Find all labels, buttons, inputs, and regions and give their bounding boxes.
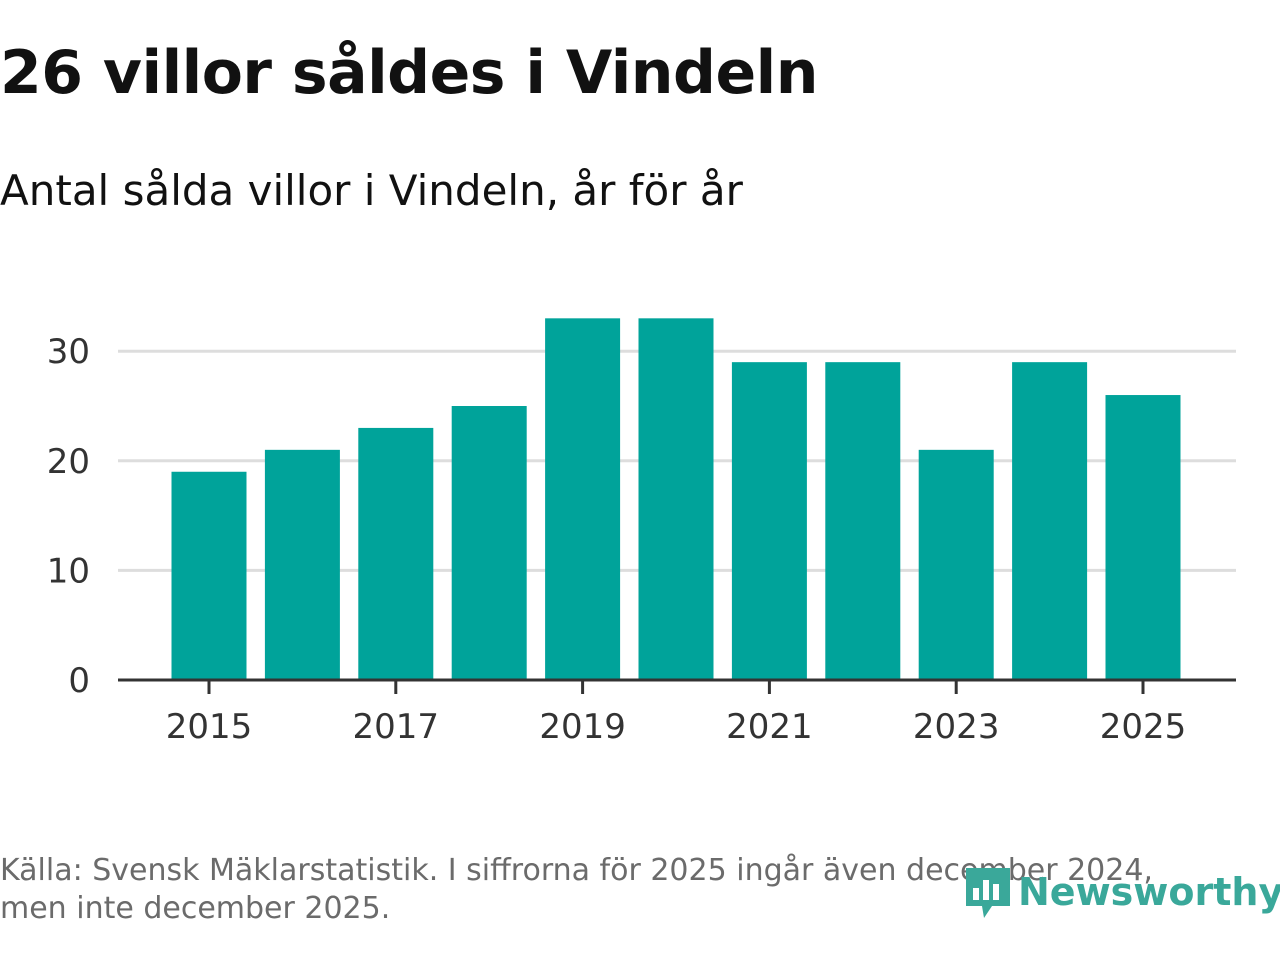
newsworthy-logo: Newsworthy xyxy=(962,862,1280,922)
newsworthy-logo-icon xyxy=(966,868,1010,918)
source-note-line-2: men inte december 2025. xyxy=(0,891,391,926)
bar-2018 xyxy=(451,406,527,680)
x-tick-label: 2021 xyxy=(726,707,813,747)
y-axis-ticks: 0 10 20 30 xyxy=(47,332,90,701)
source-note-line-1: Källa: Svensk Mäklarstatistik. I siffror… xyxy=(0,853,1153,888)
x-tick-label: 2023 xyxy=(913,707,1000,747)
y-tick-label: 20 xyxy=(47,442,90,482)
source-note: Källa: Svensk Mäklarstatistik. I siffror… xyxy=(0,852,1210,928)
bar-2022 xyxy=(825,362,901,680)
bar-chart: 0 10 20 30 2015 2017 2019 2021 2023 2025 xyxy=(47,318,1236,747)
bar-2019 xyxy=(545,318,621,680)
x-tick-label: 2019 xyxy=(539,707,626,747)
bar-2017 xyxy=(358,427,434,680)
x-tick-label: 2015 xyxy=(166,707,253,747)
bar-2020 xyxy=(638,318,714,680)
y-tick-label: 10 xyxy=(47,551,90,591)
chart-title: 26 villor såldes i Vindeln xyxy=(0,38,818,108)
x-tick-label: 2017 xyxy=(353,707,440,747)
y-tick-label: 30 xyxy=(47,332,90,372)
newsworthy-logo-text: Newsworthy xyxy=(1018,870,1280,914)
bar-2024 xyxy=(1012,362,1088,680)
chart-subtitle: Antal sålda villor i Vindeln, år för år xyxy=(0,166,743,215)
x-axis-ticks: 2015 2017 2019 2021 2023 2025 xyxy=(166,680,1187,747)
bar-2025 xyxy=(1105,395,1181,680)
bar-2023 xyxy=(918,449,994,680)
bar-2015 xyxy=(171,471,247,680)
bars xyxy=(171,318,1181,680)
bar-2021 xyxy=(731,362,807,680)
y-tick-label: 0 xyxy=(68,661,90,701)
x-tick-label: 2025 xyxy=(1100,707,1187,747)
bar-2016 xyxy=(264,449,340,680)
